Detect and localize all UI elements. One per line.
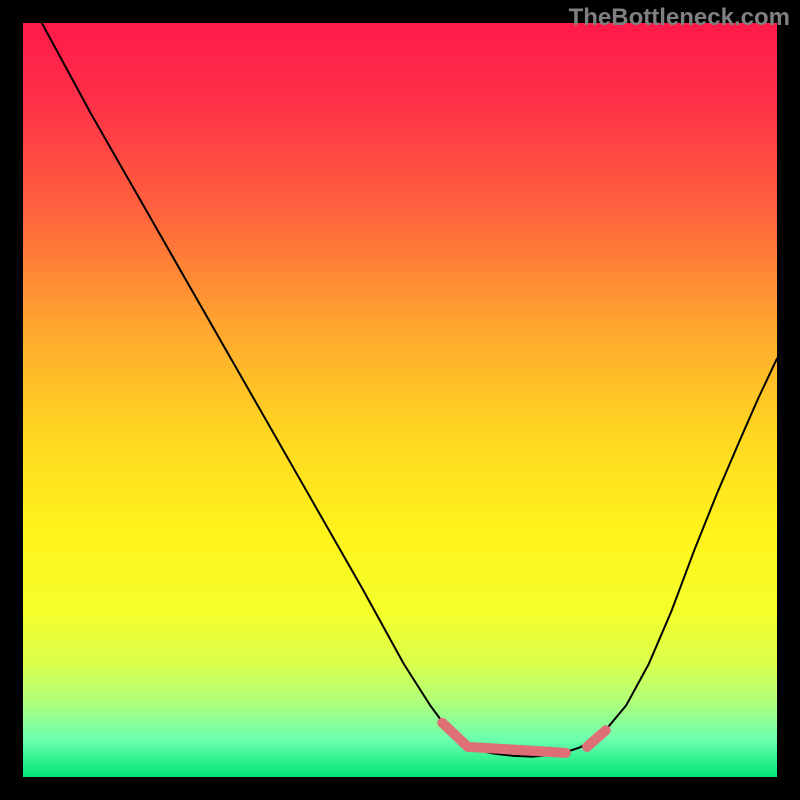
- chart-root: TheBottleneck.com: [0, 0, 800, 800]
- chart-svg: [0, 0, 800, 800]
